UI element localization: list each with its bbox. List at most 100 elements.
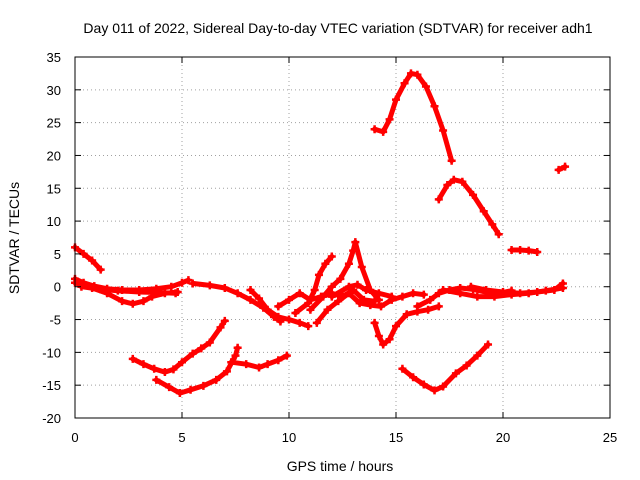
data-point <box>135 287 144 296</box>
data-point <box>385 115 394 124</box>
y-tick-label: -15 <box>42 378 61 393</box>
data-point <box>233 343 242 352</box>
data-point <box>323 305 332 314</box>
series-track-07 <box>128 316 229 377</box>
data-point <box>216 323 225 332</box>
data-point <box>199 381 208 390</box>
data-point <box>469 190 478 199</box>
data-point <box>178 358 186 367</box>
x-axis-ticks: 0 5 10 15 20 25 <box>71 57 617 445</box>
series-track-12 <box>306 238 383 314</box>
data-point <box>439 382 448 391</box>
x-tick-label: 5 <box>178 430 185 445</box>
data-point <box>377 302 386 311</box>
series-line <box>509 247 540 255</box>
x-tick-label: 20 <box>496 430 510 445</box>
data-point <box>447 156 456 165</box>
data-point <box>349 246 358 255</box>
x-tick-label: 0 <box>71 430 78 445</box>
data-point <box>385 335 394 344</box>
series-track-22 <box>507 245 542 256</box>
series-track-17 <box>398 340 493 395</box>
data-point <box>370 125 379 134</box>
data-point <box>357 263 366 272</box>
data-point <box>220 316 229 325</box>
data-point <box>413 302 422 311</box>
data-point <box>231 351 240 360</box>
data-point <box>242 360 251 369</box>
data-point <box>113 286 122 295</box>
data-point <box>490 292 499 301</box>
data-point <box>321 259 330 268</box>
data-point <box>561 162 570 171</box>
series-line <box>72 244 104 273</box>
y-tick-label: -5 <box>49 313 61 328</box>
y-axis-ticks: -20 -15 -10 -5 0 5 10 15 20 25 30 35 <box>42 50 610 426</box>
data-point <box>434 302 443 311</box>
data-point <box>456 289 465 298</box>
data-point <box>274 312 283 321</box>
data-point <box>484 340 493 349</box>
data-point <box>285 315 293 324</box>
data-point <box>406 69 415 78</box>
series-track-23 <box>554 162 570 174</box>
y-tick-label: 35 <box>47 50 61 65</box>
data-point <box>139 297 148 306</box>
data-point <box>481 286 490 295</box>
data-point <box>178 278 186 287</box>
data-point <box>304 322 313 331</box>
data-point <box>167 282 176 291</box>
series-track-04 <box>77 282 180 298</box>
data-point <box>370 318 379 327</box>
data-point <box>353 280 362 289</box>
data-point <box>554 165 563 174</box>
data-point <box>458 177 467 186</box>
data-point <box>327 252 336 261</box>
y-tick-label: 15 <box>47 181 61 196</box>
data-point <box>255 294 264 303</box>
data-point <box>443 180 452 189</box>
data-point <box>400 79 409 88</box>
x-axis-label: GPS time / hours <box>287 458 394 474</box>
data-point <box>327 292 336 301</box>
data-point <box>387 292 396 301</box>
y-tick-label: 30 <box>47 83 61 98</box>
series-track-13 <box>312 289 428 327</box>
series-track-06 <box>246 286 313 331</box>
data-point <box>205 338 214 347</box>
data-point <box>374 331 383 340</box>
data-point <box>274 302 283 311</box>
data-point <box>171 289 180 298</box>
data-point <box>430 102 439 111</box>
series-track-01 <box>71 243 105 274</box>
series-track-21 <box>466 279 567 298</box>
data-point <box>160 368 169 377</box>
data-point <box>344 259 353 268</box>
data-point <box>434 195 443 204</box>
data-point <box>430 386 439 395</box>
data-point <box>314 270 323 279</box>
data-point <box>295 289 304 298</box>
data-point <box>533 287 542 296</box>
data-point <box>516 289 525 298</box>
data-point <box>419 290 428 299</box>
data-point <box>449 175 458 184</box>
series-track-09 <box>227 351 291 372</box>
data-point <box>188 349 197 358</box>
x-tick-label: 15 <box>389 430 403 445</box>
y-axis-label: SDTVAR / TECUs <box>6 182 22 294</box>
data-point <box>291 308 300 317</box>
data-point <box>156 288 165 297</box>
data-point <box>212 375 221 384</box>
y-tick-label: 20 <box>47 148 61 163</box>
x-tick-label: 25 <box>603 430 617 445</box>
data-point <box>152 375 161 384</box>
data-point <box>439 286 448 295</box>
data-point <box>499 287 507 296</box>
plot-series <box>71 69 570 398</box>
data-point <box>558 279 567 288</box>
data-point <box>462 361 471 370</box>
data-point <box>285 295 293 304</box>
data-point <box>533 247 542 256</box>
